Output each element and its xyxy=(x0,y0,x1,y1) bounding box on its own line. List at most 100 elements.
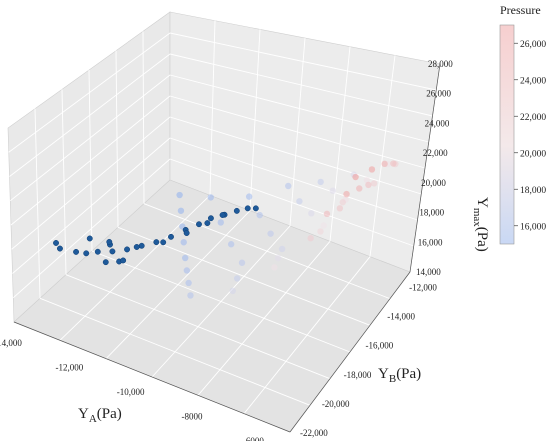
surface-point xyxy=(370,180,378,187)
surface-point xyxy=(317,178,324,186)
surface-point xyxy=(227,241,235,248)
highlight-point xyxy=(120,257,127,264)
y-axis-title-base: Y xyxy=(378,366,389,382)
highlight-point xyxy=(73,248,80,255)
surface-point xyxy=(245,193,253,200)
z-tick-labels: 14,000 16,000 18,000 20,000 22,000 24,000 26,0… xyxy=(416,59,453,277)
highlight-point xyxy=(83,250,90,257)
surface-point xyxy=(185,279,192,287)
highlight-point xyxy=(233,207,240,214)
surface-point xyxy=(278,245,286,253)
surface-point xyxy=(381,160,388,168)
z-tick-label: 26,000 xyxy=(426,89,451,99)
highlight-point xyxy=(207,215,214,222)
x-axis-title: YA(Pa) xyxy=(78,406,122,425)
y-tick-label: -14,000 xyxy=(387,312,415,322)
z-tick-label: 20,000 xyxy=(421,178,446,188)
highlight-point xyxy=(124,246,131,253)
z-axis-title-base: Y xyxy=(474,197,490,208)
highlight-point xyxy=(53,240,59,246)
grid-line xyxy=(8,32,171,153)
grid-line xyxy=(11,116,171,250)
surface-point xyxy=(183,267,191,274)
y-tick-label: -16,000 xyxy=(365,341,393,351)
grid-line xyxy=(9,53,171,177)
x-tick-label: -6000 xyxy=(243,436,264,441)
grid-line xyxy=(169,137,418,221)
highlight-point xyxy=(102,259,109,266)
surface-point xyxy=(187,292,194,299)
y-tick-label: -18,000 xyxy=(344,370,372,380)
x-axis-title-sub: A xyxy=(89,413,97,425)
surface-point xyxy=(323,210,331,218)
highlight-point xyxy=(138,242,145,249)
highlight-point xyxy=(204,220,211,227)
colorbar-tick-label: 20,000 xyxy=(520,149,546,159)
highlight-point xyxy=(160,239,167,246)
highlight-point xyxy=(244,205,251,212)
z-tick-label: 16,000 xyxy=(418,237,443,247)
surface-point xyxy=(317,228,324,235)
surface-point xyxy=(308,210,315,217)
highlight-point xyxy=(133,244,140,250)
grid-line xyxy=(12,137,171,274)
colorbar-tick-label: 18,000 xyxy=(520,186,546,196)
surface-point xyxy=(267,230,274,237)
surface-point xyxy=(356,185,363,192)
colorbar-title: Pressure xyxy=(500,3,541,17)
z-tick-label: 28,000 xyxy=(428,59,453,69)
x-tick-labels: -14,000 -12,000 -10,000 -8000 -6000 xyxy=(0,338,264,441)
y-axis-line xyxy=(289,271,411,433)
surface-point xyxy=(285,182,292,190)
grid-line xyxy=(9,74,171,202)
surface-point xyxy=(352,173,359,181)
surface-point xyxy=(339,199,346,206)
colorbar: Pressure 16,000 18,000 20,000 22,000 24,000 2… xyxy=(499,3,546,245)
surface-point xyxy=(256,211,263,219)
highlight-point xyxy=(252,205,259,212)
highlight-point xyxy=(168,233,174,240)
grid-line xyxy=(12,158,171,299)
surface-point xyxy=(390,160,397,167)
x-tick-label: -14,000 xyxy=(0,338,22,348)
highlight-point xyxy=(183,230,190,237)
grid-lines xyxy=(8,20,437,414)
z-axis-title: Ymax(Pa) xyxy=(471,197,490,252)
surface-point xyxy=(176,191,183,199)
z-tick-label: 24,000 xyxy=(425,118,450,128)
highlight-point xyxy=(106,238,113,245)
x-tick-label: -10,000 xyxy=(117,387,145,397)
grid-line xyxy=(169,53,433,117)
z-tick-label: 18,000 xyxy=(419,208,444,218)
x-tick-label: -12,000 xyxy=(55,362,83,372)
surface-point xyxy=(238,259,246,266)
surface-point xyxy=(329,187,337,194)
highlight-point xyxy=(109,248,116,255)
surface-point xyxy=(182,254,189,262)
surface-point-cloud xyxy=(176,160,399,299)
grid-line xyxy=(143,203,391,300)
surface-point xyxy=(207,194,214,201)
highlighted-point-cloud xyxy=(53,205,259,266)
highlight-point xyxy=(86,235,93,242)
axis-panes xyxy=(7,11,441,433)
y-tick-labels: -12,000 -14,000 -16,000 -18,000 -20,000 -22,0… xyxy=(300,283,437,438)
x-axis-title-base: Y xyxy=(78,406,89,422)
surface-point xyxy=(365,181,372,189)
y-axis-title-sub: B xyxy=(389,373,396,385)
z-axis-title-unit: (Pa) xyxy=(474,227,490,252)
y-tick-label: -22,000 xyxy=(300,428,328,438)
z-axis-title-sub: max xyxy=(471,208,483,227)
colorbar-tick-label: 26,000 xyxy=(520,40,546,50)
surface-point xyxy=(320,222,327,229)
highlight-point xyxy=(94,248,101,255)
colorbar-tick-label: 24,000 xyxy=(520,76,546,86)
surface-point xyxy=(180,239,187,246)
x-tick-label: -8000 xyxy=(182,411,203,421)
highlight-point xyxy=(219,212,226,218)
grid-line xyxy=(169,74,429,143)
y-tick-label: -12,000 xyxy=(409,283,437,293)
grid-line xyxy=(169,158,414,247)
z-axis-line xyxy=(409,63,441,273)
